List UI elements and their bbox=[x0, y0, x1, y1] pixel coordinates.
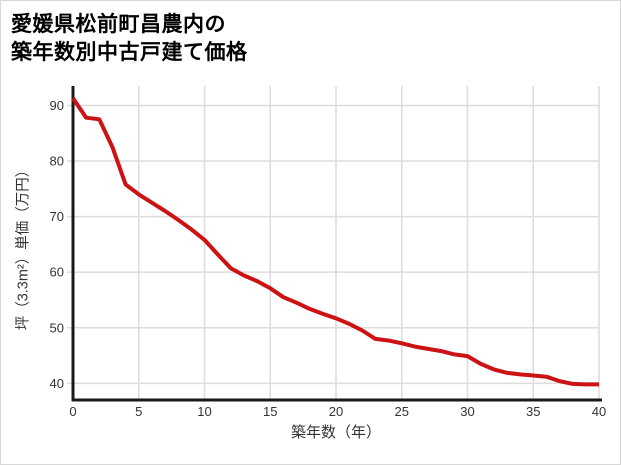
chart-title: 愛媛県松前町昌農内の 築年数別中古戸建て価格 bbox=[11, 11, 248, 67]
x-tick-label: 35 bbox=[526, 404, 540, 419]
x-tick-label: 0 bbox=[69, 404, 76, 419]
chart-title-line-1: 愛媛県松前町昌農内の bbox=[11, 13, 226, 36]
x-tick-label: 15 bbox=[263, 404, 277, 419]
y-tick-label: 60 bbox=[50, 265, 64, 280]
y-tick-label: 90 bbox=[50, 98, 64, 113]
y-tick-label: 50 bbox=[50, 320, 64, 335]
price-line bbox=[71, 97, 599, 387]
x-tick-label: 40 bbox=[592, 404, 606, 419]
x-tick-label: 30 bbox=[460, 404, 474, 419]
x-tick-label: 10 bbox=[197, 404, 211, 419]
x-tick-label: 20 bbox=[329, 404, 343, 419]
x-tick-label: 25 bbox=[395, 404, 409, 419]
y-axis-label: 坪（3.3m²）単価（万円） bbox=[15, 162, 32, 331]
y-tick-label: 80 bbox=[50, 154, 64, 169]
chart-title-line-2: 築年数別中古戸建て価格 bbox=[11, 41, 248, 64]
y-tick-label: 70 bbox=[50, 209, 64, 224]
y-tick-label: 40 bbox=[50, 376, 64, 391]
x-tick-label: 5 bbox=[135, 404, 142, 419]
x-axis-label: 築年数（年） bbox=[290, 424, 382, 441]
